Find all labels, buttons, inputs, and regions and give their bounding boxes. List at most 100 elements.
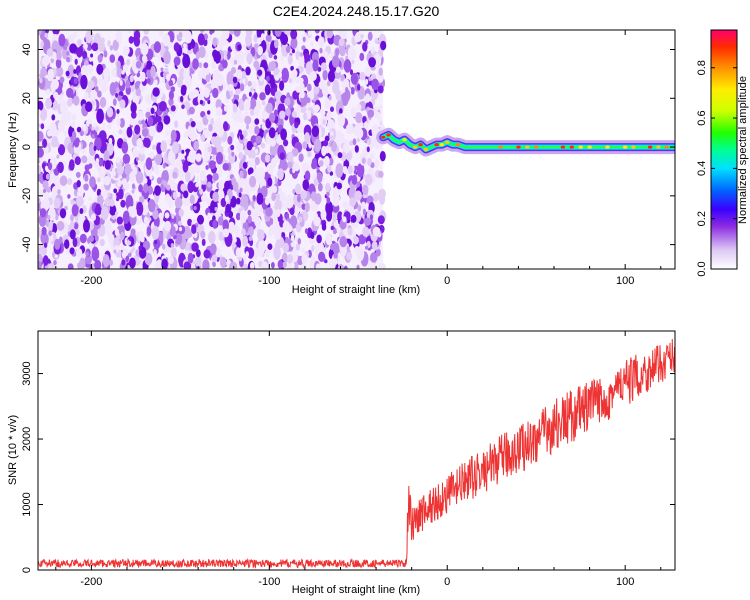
noise-speckle xyxy=(210,117,215,126)
noise-speckle xyxy=(373,192,379,202)
noise-speckle xyxy=(120,199,126,208)
noise-speckle xyxy=(242,235,249,247)
noise-speckle xyxy=(59,236,63,244)
noise-speckle xyxy=(99,96,107,108)
noise-speckle xyxy=(108,137,113,145)
snr-x-axis-label: Height of straight line (km) xyxy=(292,584,420,596)
noise-speckle xyxy=(317,66,322,72)
noise-speckle xyxy=(42,180,49,190)
noise-speckle xyxy=(225,203,232,214)
noise-speckle xyxy=(48,220,54,229)
noise-speckle xyxy=(154,153,163,166)
noise-speckle xyxy=(350,214,357,223)
noise-speckle xyxy=(122,210,130,224)
noise-speckle xyxy=(285,45,291,54)
noise-speckle xyxy=(211,254,218,263)
noise-speckle xyxy=(41,226,47,236)
noise-speckle xyxy=(139,147,145,155)
noise-speckle xyxy=(240,200,244,206)
noise-speckle xyxy=(153,238,161,250)
noise-speckle xyxy=(255,135,263,144)
noise-speckle xyxy=(126,126,133,138)
noise-speckle xyxy=(168,97,174,107)
noise-speckle xyxy=(311,125,320,138)
noise-speckle xyxy=(111,167,116,175)
noise-speckle xyxy=(38,226,41,238)
noise-speckle xyxy=(153,41,161,53)
noise-speckle xyxy=(183,196,191,207)
signal-peak xyxy=(560,145,566,149)
noise-speckle xyxy=(364,245,369,250)
noise-speckle xyxy=(216,73,224,87)
noise-speckle xyxy=(248,125,254,134)
noise-speckle xyxy=(70,35,74,42)
snr-x-tick-label: -200 xyxy=(80,576,102,588)
noise-speckle xyxy=(46,48,54,57)
noise-speckle xyxy=(210,78,219,91)
noise-speckle xyxy=(229,261,238,269)
noise-speckle xyxy=(354,145,359,153)
noise-speckle xyxy=(299,52,304,57)
noise-speckle xyxy=(85,101,93,112)
noise-speckle xyxy=(44,165,49,172)
noise-speckle xyxy=(332,228,337,235)
noise-speckle xyxy=(346,245,350,251)
noise-speckle xyxy=(239,83,245,92)
noise-speckle xyxy=(47,68,55,82)
noise-speckle xyxy=(273,245,281,260)
noise-speckle xyxy=(129,171,136,182)
noise-speckle xyxy=(319,160,324,167)
noise-speckle xyxy=(87,80,95,89)
noise-speckle xyxy=(100,206,109,221)
noise-speckle xyxy=(226,94,231,100)
noise-speckle xyxy=(335,66,341,73)
noise-speckle xyxy=(135,88,141,97)
noise-speckle xyxy=(114,228,120,237)
noise-speckle xyxy=(363,121,369,130)
noise-speckle xyxy=(367,31,373,41)
noise-speckle xyxy=(168,149,176,164)
noise-speckle xyxy=(138,184,144,193)
noise-speckle xyxy=(195,51,200,60)
noise-speckle xyxy=(73,31,77,39)
noise-speckle xyxy=(149,151,155,159)
noise-speckle xyxy=(339,99,343,106)
noise-speckle xyxy=(259,92,266,101)
noise-speckle xyxy=(165,193,171,202)
noise-speckle xyxy=(359,71,366,81)
noise-speckle xyxy=(304,132,310,144)
noise-speckle xyxy=(199,188,204,195)
noise-speckle xyxy=(271,192,277,202)
noise-speckle xyxy=(371,241,378,251)
noise-speckle xyxy=(261,124,266,130)
signal-peak xyxy=(534,145,539,149)
noise-speckle xyxy=(97,90,102,98)
noise-speckle xyxy=(250,108,255,116)
colorbar-gradient xyxy=(710,29,738,270)
noise-speckle xyxy=(171,110,175,116)
noise-speckle xyxy=(360,34,364,39)
noise-speckle xyxy=(76,180,81,188)
noise-speckle xyxy=(244,115,252,125)
noise-speckle xyxy=(227,136,233,145)
noise-speckle xyxy=(273,218,277,223)
noise-speckle xyxy=(85,251,89,257)
noise-speckle xyxy=(337,113,346,127)
noise-speckle xyxy=(210,199,218,214)
noise-speckle xyxy=(326,196,331,204)
noise-speckle xyxy=(265,102,273,114)
noise-speckle xyxy=(335,48,340,57)
noise-speckle xyxy=(163,180,168,187)
spectrogram-x-axis-label: Height of straight line (km) xyxy=(292,284,420,296)
noise-speckle xyxy=(296,194,302,203)
noise-speckle xyxy=(277,168,284,181)
noise-speckle xyxy=(226,71,235,87)
noise-speckle xyxy=(335,163,344,178)
noise-speckle xyxy=(253,92,258,99)
noise-speckle xyxy=(252,195,256,201)
noise-speckle xyxy=(298,216,303,223)
noise-speckle xyxy=(345,123,354,135)
noise-speckle xyxy=(232,103,238,113)
noise-speckle xyxy=(143,137,149,148)
